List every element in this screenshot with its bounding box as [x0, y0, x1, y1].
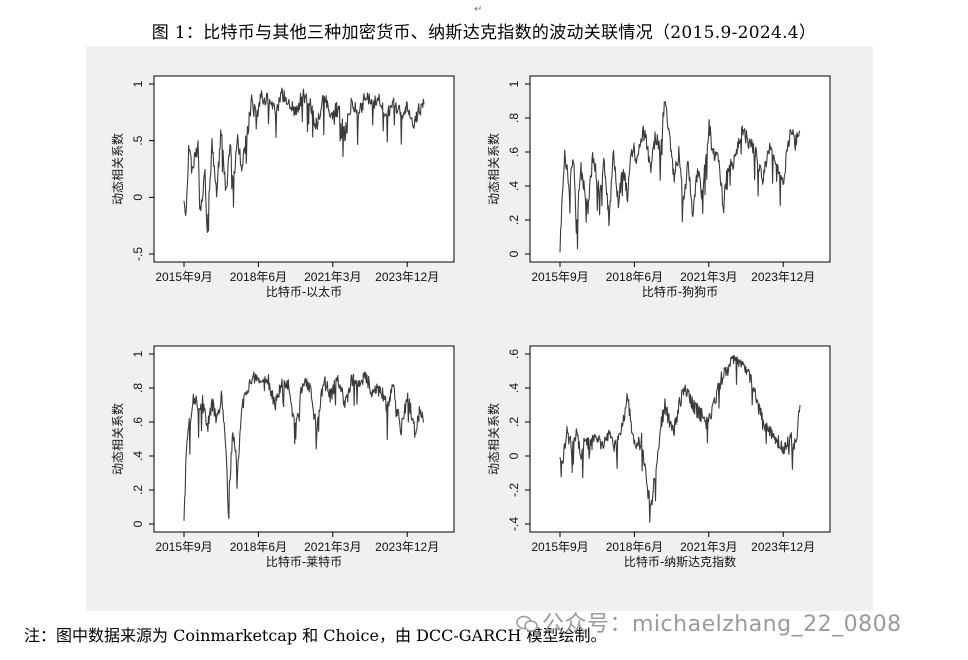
y-tick-label: 0 [507, 452, 521, 459]
x-tick-label: 2018年6月 [230, 270, 287, 284]
watermark: 公众号：michaelzhang_22_0808 [516, 606, 902, 638]
y-tick-label: .2 [507, 417, 521, 427]
x-tick-label: 2023年12月 [375, 540, 439, 554]
x-tick-label: 2023年12月 [751, 540, 815, 554]
y-tick-label: .6 [131, 417, 145, 427]
x-tick-label: 2023年12月 [751, 270, 815, 284]
y-tick-label: 0 [131, 520, 145, 527]
x-tick-label: 2015年9月 [531, 270, 588, 284]
x-tick-label: 2018年6月 [230, 540, 287, 554]
x-axis-title: 比特币-纳斯达克指数 [624, 554, 736, 569]
chart-btc-nasdaq: -.4 -.2 0 .2 .4 .6 2015年9月 2018年6月 2021年3月 2023年1… [486, 345, 831, 569]
y-tick-label: .6 [507, 349, 521, 359]
x-tick-label: 2018年6月 [606, 540, 663, 554]
y-axis-title: 动态相关系数 [486, 403, 501, 475]
y-tick-label: .5 [131, 135, 145, 145]
y-tick-label: -.5 [131, 247, 145, 261]
series-line [183, 371, 425, 521]
y-tick-label: .4 [131, 451, 145, 461]
y-tick-label: 1 [131, 80, 145, 87]
chart-btc-ltc: 0 .2 .4 .6 .8 1 2015年9月 2018年6月 2021年3月 2023年12月比… [110, 345, 455, 569]
y-tick-label: .4 [507, 383, 521, 393]
series-line [559, 101, 801, 253]
plot-area [529, 345, 831, 533]
plot-area [153, 345, 455, 533]
y-tick-label: .2 [131, 485, 145, 495]
plot-area [529, 75, 831, 263]
plot-area [153, 75, 455, 263]
y-tick-label: -.2 [507, 483, 521, 497]
y-tick-label: .4 [507, 181, 521, 191]
x-tick-label: 2015年9月 [531, 540, 588, 554]
y-tick-label: .2 [507, 215, 521, 225]
x-tick-label: 2021年3月 [304, 270, 361, 284]
x-axis-title: 比特币-狗狗币 [642, 284, 718, 299]
y-tick-label: .8 [507, 113, 521, 123]
x-tick-label: 2021年3月 [304, 540, 361, 554]
series-line [559, 355, 801, 523]
y-tick-label: .6 [507, 147, 521, 157]
x-tick-label: 2021年3月 [680, 540, 737, 554]
chart-btc-eth: -.5 0 .5 1 2015年9月 2018年6月 2021年3月 2023年12月比特币-… [110, 75, 455, 299]
watermark-text: 公众号：michaelzhang_22_0808 [542, 612, 902, 637]
x-tick-label: 2023年12月 [375, 270, 439, 284]
y-axis-title: 动态相关系数 [110, 133, 125, 205]
y-tick-label: 1 [507, 80, 521, 87]
figure-title: 图 1：比特币与其他三种加密货币、纳斯达克指数的波动关联情况（2015.9-20… [151, 23, 817, 43]
y-tick-label: 1 [131, 350, 145, 357]
y-tick-label: .8 [131, 383, 145, 393]
y-tick-label: 0 [131, 194, 145, 201]
source-note: 注：图中数据来源为 Coinmarketcap 和 Choice，由 DCC-G… [24, 626, 607, 645]
y-tick-label: 0 [507, 250, 521, 257]
y-axis-title: 动态相关系数 [110, 403, 125, 475]
y-axis-title: 动态相关系数 [486, 133, 501, 205]
x-tick-label: 2015年9月 [155, 540, 212, 554]
series-line [183, 87, 425, 233]
wechat-icon [516, 615, 538, 632]
chart-btc-doge: 0 .2 .4 .6 .8 1 2015年9月 2018年6月 2021年3月 2023年12月比… [486, 75, 831, 299]
x-axis-title: 比特币-以太币 [266, 284, 342, 299]
x-tick-label: 2021年3月 [680, 270, 737, 284]
return-mark-top: ↵ [474, 4, 483, 15]
y-tick-label: -.4 [507, 517, 521, 531]
x-axis-title: 比特币-莱特币 [266, 554, 342, 569]
x-tick-label: 2015年9月 [155, 270, 212, 284]
x-tick-label: 2018年6月 [606, 270, 663, 284]
